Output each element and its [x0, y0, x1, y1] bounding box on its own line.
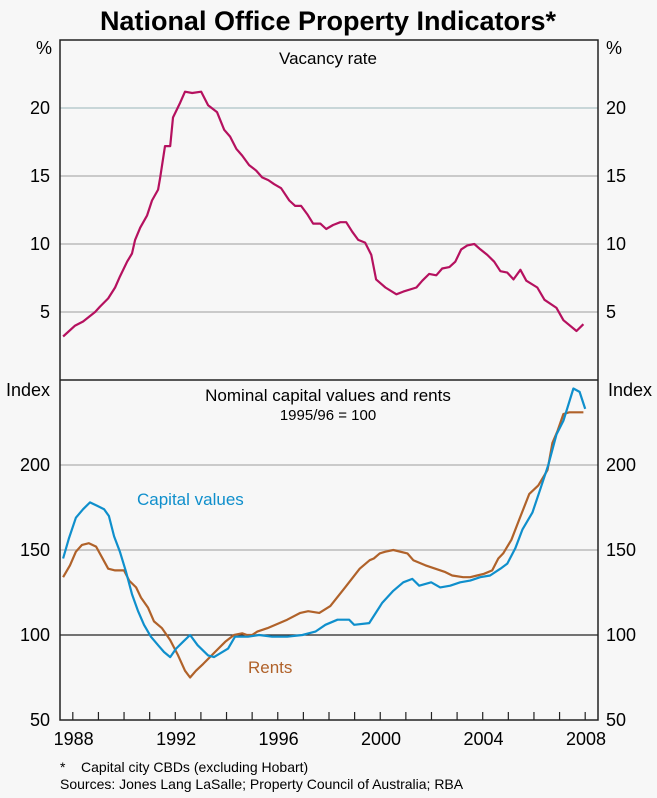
ytick-label-right: 10 — [606, 234, 626, 254]
ytick-label-right: 5 — [606, 302, 616, 322]
capital-panel-subtitle: 1995/96 = 100 — [280, 407, 376, 424]
ytick-label-left: 20 — [30, 98, 50, 118]
capital-values-line — [62, 387, 587, 659]
ytick-label-right: 15 — [606, 166, 626, 186]
ytick-label-left: 200 — [20, 455, 50, 475]
ytick-label-right: 50 — [606, 710, 626, 730]
xtick-label: 1996 — [259, 729, 299, 749]
ytick-label-right: 20 — [606, 98, 626, 118]
capital-rents-panel: Nominal capital values and rents 1995/96… — [6, 380, 652, 730]
xtick-label: 2004 — [464, 729, 504, 749]
vacancy-rate-line — [62, 90, 585, 338]
ytick-label-right: 100 — [606, 625, 636, 645]
ytick-label-left: 5 — [40, 302, 50, 322]
chart-title: National Office Property Indicators* — [100, 6, 557, 36]
left-unit-label-bottom: Index — [6, 380, 50, 400]
left-unit-label-top: % — [36, 38, 52, 58]
vacancy-panel: Vacancy rate % % 5 5 10 10 15 15 20 20 — [30, 38, 626, 338]
ytick-label-left: 100 — [20, 625, 50, 645]
right-unit-label-bottom: Index — [608, 380, 652, 400]
rents-line — [62, 411, 584, 679]
rents-series-label: Rents — [248, 658, 292, 677]
xtick-label: 1988 — [54, 729, 94, 749]
capital-panel-title: Nominal capital values and rents — [205, 386, 451, 405]
ytick-label-right: 150 — [606, 540, 636, 560]
footnote: * Capital city CBDs (excluding Hobart) — [60, 759, 309, 775]
xtick-label: 2000 — [361, 729, 401, 749]
ytick-label-left: 15 — [30, 166, 50, 186]
xtick-label: 2008 — [566, 729, 606, 749]
ytick-label-left: 10 — [30, 234, 50, 254]
right-unit-label-top: % — [606, 38, 622, 58]
xtick-label: 1992 — [156, 729, 196, 749]
ytick-label-left: 150 — [20, 540, 50, 560]
sources-note: Sources: Jones Lang LaSalle; Property Co… — [60, 776, 464, 792]
vacancy-panel-title: Vacancy rate — [279, 49, 377, 68]
capital-values-series-label: Capital values — [137, 490, 244, 509]
ytick-label-right: 200 — [606, 455, 636, 475]
ytick-label-left: 50 — [30, 710, 50, 730]
